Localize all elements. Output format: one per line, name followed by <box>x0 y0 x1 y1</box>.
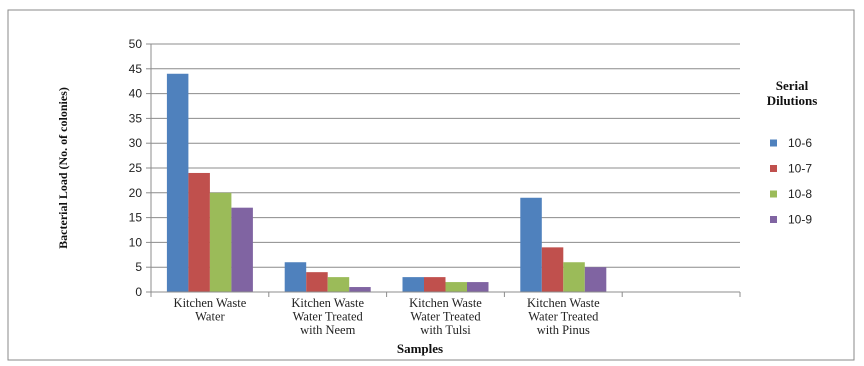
bar <box>445 282 467 292</box>
bar <box>327 277 350 292</box>
y-tick-label: 15 <box>129 211 143 225</box>
bar <box>424 277 446 292</box>
x-category-label: Water Treated <box>293 310 364 324</box>
legend-label: 10-8 <box>788 187 812 201</box>
y-tick-label: 30 <box>129 136 143 150</box>
legend-label: 10-7 <box>788 162 812 176</box>
bar <box>584 267 607 292</box>
bar <box>209 192 232 292</box>
x-category-label: Kitchen Waste <box>409 296 482 310</box>
y-tick-label: 0 <box>135 285 142 299</box>
legend-title: Dilutions <box>767 93 818 108</box>
legend-swatch <box>770 190 777 198</box>
y-tick-label: 5 <box>135 260 142 274</box>
legend-label: 10-9 <box>788 213 812 227</box>
legend-swatch <box>770 216 777 223</box>
legend-swatch <box>770 139 777 147</box>
y-tick-labels: 0 5 10 15 20 25 30 35 40 45 50 <box>129 37 143 299</box>
x-category-label: with Tulsi <box>420 323 471 337</box>
x-axis-label: Samples <box>397 341 443 356</box>
x-category-label: Kitchen Waste <box>527 296 600 310</box>
bar <box>541 247 564 292</box>
bar <box>349 287 371 292</box>
legend-title: Serial <box>776 78 809 93</box>
x-category-label: with Neem <box>300 323 355 337</box>
y-tick-label: 20 <box>129 186 143 200</box>
bars <box>166 73 607 292</box>
y-tick-label: 45 <box>129 62 143 76</box>
y-tick-label: 35 <box>129 111 143 125</box>
bar <box>306 272 328 292</box>
bar <box>467 282 489 292</box>
x-category-label: Kitchen Waste <box>174 296 247 310</box>
bar <box>188 172 210 292</box>
bar <box>520 197 542 292</box>
x-category-label: with Pinus <box>537 323 590 337</box>
y-tick-label: 50 <box>129 37 143 51</box>
bar <box>563 262 585 292</box>
y-tick-label: 10 <box>129 235 143 249</box>
x-category-label: Water Treated <box>528 310 599 324</box>
bar <box>166 73 189 292</box>
bar <box>284 262 307 292</box>
bar <box>402 277 424 292</box>
y-tick-label: 40 <box>129 87 143 101</box>
axes <box>146 43 741 297</box>
x-category-label: Kitchen Waste <box>291 296 364 310</box>
bar <box>231 207 253 292</box>
legend-label: 10-6 <box>788 136 812 150</box>
x-category-label: Water <box>195 310 225 324</box>
y-tick-label: 25 <box>129 161 143 175</box>
legend-swatch <box>770 165 777 172</box>
x-category-label: Water Treated <box>410 310 481 324</box>
y-axis-label: Bacterial Load (No. of colonies) <box>56 87 70 249</box>
